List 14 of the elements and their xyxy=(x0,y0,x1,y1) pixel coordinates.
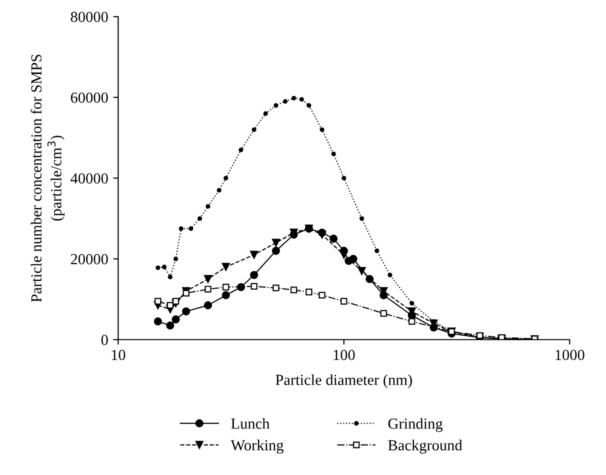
y-tick-label: 20000 xyxy=(70,254,108,264)
legend-label: Lunch xyxy=(231,418,270,429)
x-tick-label: 1000 xyxy=(556,350,584,360)
x-tick-label: 10 xyxy=(112,350,126,360)
y-tick-label: 80000 xyxy=(70,12,108,22)
y-tick-label: 40000 xyxy=(70,173,108,184)
y-axis-title: Particle number concentration for SMPS (particle/cm$^{3}$) xyxy=(30,54,64,302)
y-tick-label: 60000 xyxy=(70,92,108,103)
x-tick-label: 100 xyxy=(334,350,355,360)
legend-label: Background xyxy=(388,440,462,454)
y-tick-label: 0 xyxy=(101,334,108,346)
x-axis-title: Particle diameter (nm) xyxy=(276,374,412,388)
legend-label: Grinding xyxy=(388,418,443,432)
legend-label: Working xyxy=(230,440,284,454)
